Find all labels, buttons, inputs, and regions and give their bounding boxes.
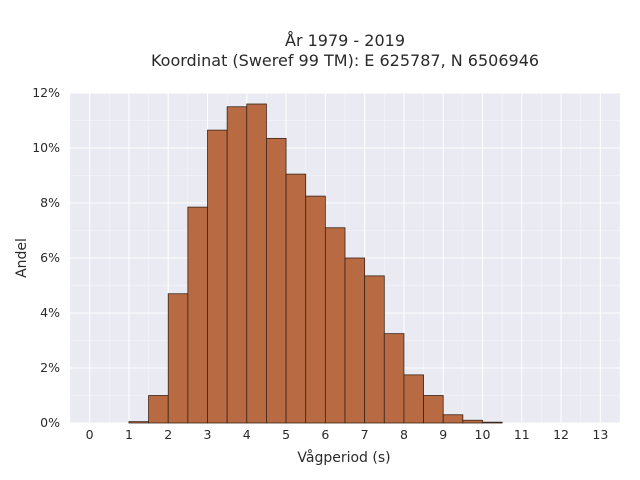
x-tick-label: 8 — [400, 427, 408, 442]
x-tick-label: 10 — [475, 427, 491, 442]
histogram-bar — [324, 227, 346, 424]
x-axis-label: Vågperiod (s) — [297, 449, 390, 466]
histogram-bar — [187, 206, 208, 424]
histogram-bar — [305, 195, 326, 424]
histogram-bar — [383, 333, 405, 424]
histogram-bar — [462, 419, 483, 424]
y-tick-label: 0% — [40, 415, 60, 430]
x-tick-label: 2 — [164, 427, 172, 442]
histogram-bar — [285, 173, 307, 424]
y-tick-label: 6% — [40, 250, 60, 265]
histogram-bar — [423, 395, 444, 424]
y-axis-ticks: 0% 2% 4% 6% 8% 10% 12% — [32, 85, 60, 430]
histogram-bar — [344, 257, 366, 424]
histogram-bar — [482, 421, 503, 424]
x-tick-label: 3 — [204, 427, 212, 442]
y-axis-label: Andel — [14, 238, 30, 278]
bars — [128, 103, 503, 424]
x-tick-label: 4 — [243, 427, 251, 442]
x-tick-label: 0 — [86, 427, 94, 442]
y-tick-label: 12% — [32, 85, 60, 100]
x-tick-label: 12 — [553, 427, 569, 442]
histogram-bar — [246, 103, 267, 424]
histogram-bar — [148, 395, 169, 424]
histogram-bar — [207, 129, 228, 424]
x-tick-label: 13 — [592, 427, 608, 442]
histogram-bar — [364, 275, 385, 424]
chart-title-line1: År 1979 - 2019 — [285, 31, 405, 50]
x-axis-ticks: 0 1 2 3 4 5 6 7 8 9 10 11 12 13 — [86, 427, 609, 442]
x-tick-label: 7 — [361, 427, 369, 442]
x-tick-label: 1 — [125, 427, 133, 442]
y-tick-label: 2% — [40, 360, 60, 375]
histogram-bar — [167, 293, 189, 424]
x-tick-label: 11 — [514, 427, 530, 442]
histogram-bar — [226, 106, 248, 424]
histogram-bar — [442, 414, 464, 424]
x-tick-label: 5 — [282, 427, 290, 442]
y-tick-label: 4% — [40, 305, 60, 320]
y-tick-label: 8% — [40, 195, 60, 210]
chart-title-line2: Koordinat (Sweref 99 TM): E 625787, N 65… — [151, 51, 539, 70]
histogram-bar — [266, 137, 287, 424]
x-tick-label: 9 — [439, 427, 447, 442]
histogram-bar — [128, 421, 149, 424]
y-tick-label: 10% — [32, 140, 60, 155]
x-tick-label: 6 — [321, 427, 329, 442]
histogram-bar — [403, 374, 424, 424]
